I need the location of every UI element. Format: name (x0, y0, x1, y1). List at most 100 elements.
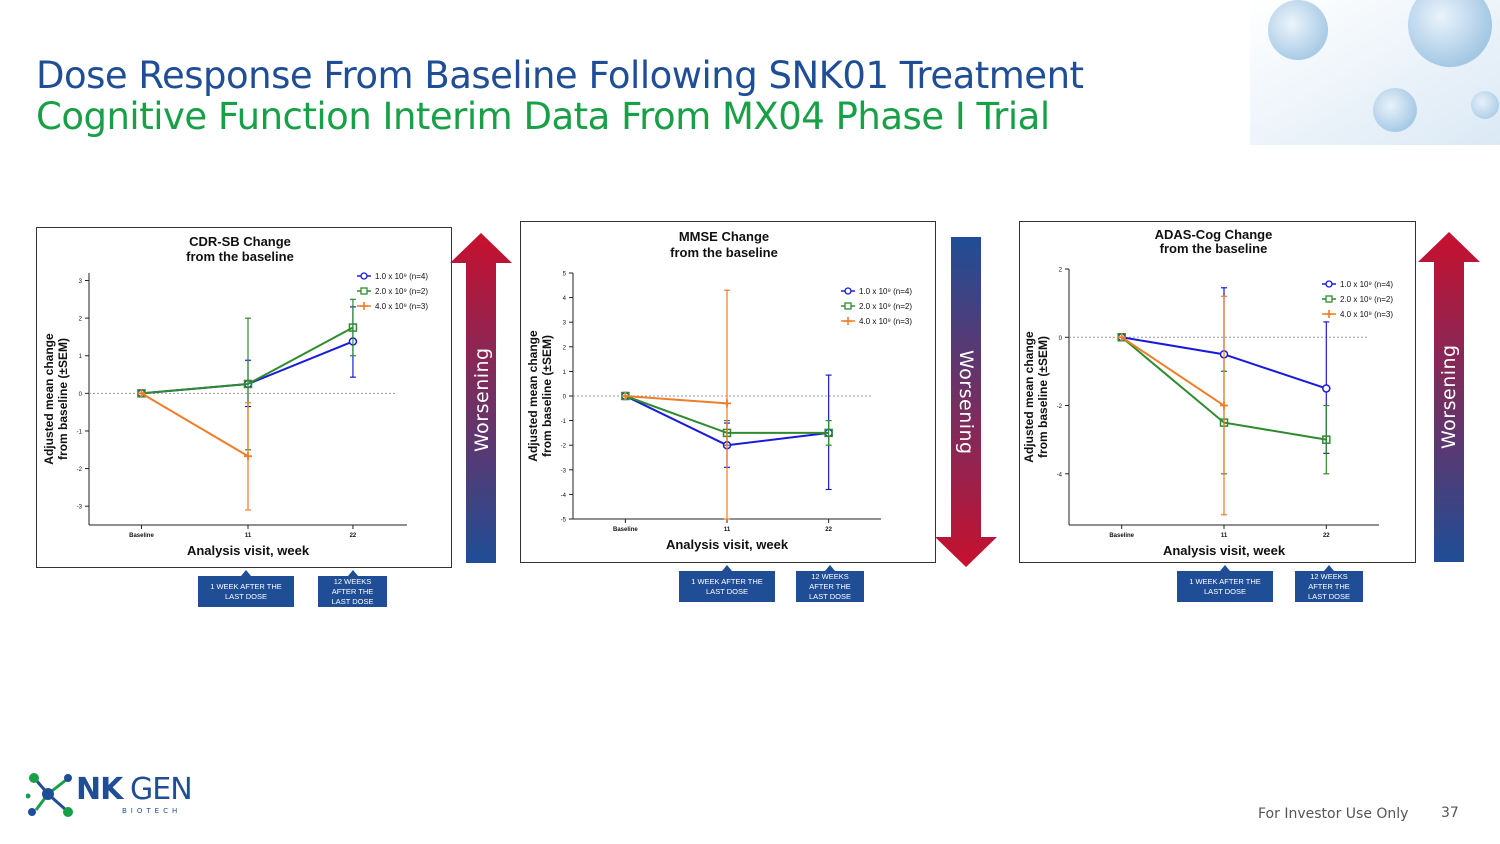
legend-label: 2.0 x 10⁹ (n=2) (375, 287, 428, 296)
chart-title: CDR-SB Change (189, 234, 291, 249)
x-tick-label: Baseline (613, 527, 638, 533)
nkgen-logo: NK GEN BIOTECH (26, 772, 206, 820)
legend-label: 4.0 x 10⁹ (n=3) (375, 302, 428, 311)
cell-decoration-image (1250, 0, 1500, 145)
data-point (137, 389, 146, 398)
legend-marker (360, 272, 368, 280)
annotation-1wk-chart2: 1 WEEK AFTER THE LAST DOSE (679, 565, 775, 602)
y-tick-label: 2 (563, 345, 567, 351)
y-tick-label: -5 (561, 518, 567, 524)
legend-label: 1.0 x 10⁹ (n=4) (1340, 280, 1393, 289)
y-tick-label: -2 (1057, 404, 1063, 410)
worsening-arrow-down (935, 237, 997, 567)
worsening-arrow-up-2 (1418, 232, 1480, 562)
x-tick-label: 11 (1221, 533, 1228, 539)
series-line-3 (1121, 336, 1225, 407)
worsening-label-1: Worsening (471, 347, 493, 452)
legend-marker (360, 287, 368, 295)
y-axis-label-line2: from baseline (±SEM) (56, 338, 70, 460)
logo-text-biotech: BIOTECH (122, 807, 182, 815)
y-tick-label: -2 (561, 444, 567, 450)
annotation-1wk-chart1: 1 WEEK AFTER THE LAST DOSE (198, 570, 294, 607)
worsening-label-3: Worsening (1438, 344, 1460, 449)
chart-title: MMSE Change (679, 229, 769, 244)
legend-label: 1.0 x 10⁹ (n=4) (375, 272, 428, 281)
x-tick-label: Baseline (1109, 533, 1134, 539)
data-point (621, 392, 630, 400)
y-tick-label: 3 (79, 279, 83, 285)
y-tick-label: 4 (563, 296, 567, 302)
x-tick-label: 11 (245, 533, 252, 539)
chart-subtitle: from the baseline (670, 245, 778, 260)
mmse-chart-panel: MMSE Change from the baseline -5 -4 -3 -2 -1 0 1… (520, 221, 936, 563)
annotation-1wk-chart3: 1 WEEK AFTER THE LAST DOSE (1177, 565, 1273, 602)
logo-text-gen: GEN (130, 772, 193, 807)
data-point (1322, 384, 1331, 393)
legend-marker (844, 302, 852, 310)
data-point (1117, 333, 1126, 342)
legend-marker (1325, 280, 1333, 288)
data-point (1220, 401, 1228, 410)
logo-molecule-icon (26, 773, 73, 817)
y-tick-label: -1 (77, 429, 83, 435)
worsening-arrow-up-1 (450, 233, 512, 563)
page-subtitle: Cognitive Function Interim Data From MX0… (36, 95, 1050, 138)
y-tick-label: -3 (77, 505, 83, 511)
legend-marker (1325, 310, 1333, 318)
y-axis-label-line2: from baseline (±SEM) (1036, 336, 1050, 458)
x-axis-label: Analysis visit, week (1163, 543, 1286, 558)
x-tick-label: 22 (1323, 533, 1330, 539)
data-point (723, 399, 731, 408)
data-point (824, 428, 833, 438)
y-tick-label: -2 (77, 467, 83, 473)
y-tick-label: -4 (561, 493, 567, 499)
y-tick-label: 0 (1059, 336, 1063, 342)
y-tick-label: 0 (79, 392, 83, 398)
series-line-3 (140, 392, 249, 458)
x-tick-label: 11 (724, 527, 731, 533)
x-axis-label: Analysis visit, week (666, 537, 789, 552)
y-tick-label: 2 (1059, 268, 1063, 274)
legend-marker (1325, 295, 1333, 303)
cdr-sb-chart-panel: CDR-SB Change from the baseline -3 -2 -1 0 1 2 3… (36, 227, 452, 568)
adas-cog-chart-panel: ADAS-Cog Change from the baseline -4 -2 0 2 Ba… (1019, 221, 1416, 563)
series-line-3 (625, 395, 728, 405)
legend-label: 4.0 x 10⁹ (n=3) (859, 317, 912, 326)
legend-label: 4.0 x 10⁹ (n=3) (1340, 310, 1393, 319)
y-tick-label: -1 (561, 419, 567, 425)
annotation-12wk-chart2: 12 WEEKS AFTER THE LAST DOSE (796, 565, 864, 602)
x-tick-label: 22 (350, 533, 357, 539)
data-point (244, 452, 252, 461)
worsening-label-2: Worsening (955, 350, 977, 455)
legend-label: 1.0 x 10⁹ (n=4) (859, 287, 912, 296)
legend-marker (844, 287, 852, 295)
x-tick-label: 22 (825, 527, 832, 533)
page-number: 37 (1441, 805, 1459, 821)
data-point (348, 323, 358, 332)
y-axis-label-line1: Adjusted mean change (1022, 331, 1036, 463)
y-axis-label-line1: Adjusted mean change (526, 330, 540, 462)
data-point (243, 379, 253, 389)
chart-title: ADAS-Cog Change (1155, 227, 1273, 242)
chart-subtitle: from the baseline (1160, 241, 1268, 256)
logo-text-nk: NK (76, 772, 123, 807)
legend-label: 2.0 x 10⁹ (n=2) (859, 302, 912, 311)
y-tick-label: 0 (563, 395, 567, 401)
y-tick-label: 1 (79, 354, 83, 360)
data-point (1322, 435, 1331, 444)
footer-disclaimer: For Investor Use Only (1258, 806, 1409, 822)
x-axis-label: Analysis visit, week (187, 543, 310, 558)
x-tick-label: Baseline (129, 533, 154, 539)
y-tick-label: 3 (563, 321, 567, 327)
y-tick-label: -3 (561, 468, 567, 474)
annotation-12wk-chart1: 12 WEEKS AFTER THE LAST DOSE (318, 570, 387, 607)
chart-subtitle: from the baseline (186, 249, 294, 264)
y-axis-label-line1: Adjusted mean change (42, 333, 56, 465)
y-tick-label: 1 (563, 370, 567, 376)
y-axis-label-line2: from baseline (±SEM) (540, 335, 554, 457)
legend-marker (360, 302, 368, 310)
page-title: Dose Response From Baseline Following SN… (36, 54, 1084, 97)
